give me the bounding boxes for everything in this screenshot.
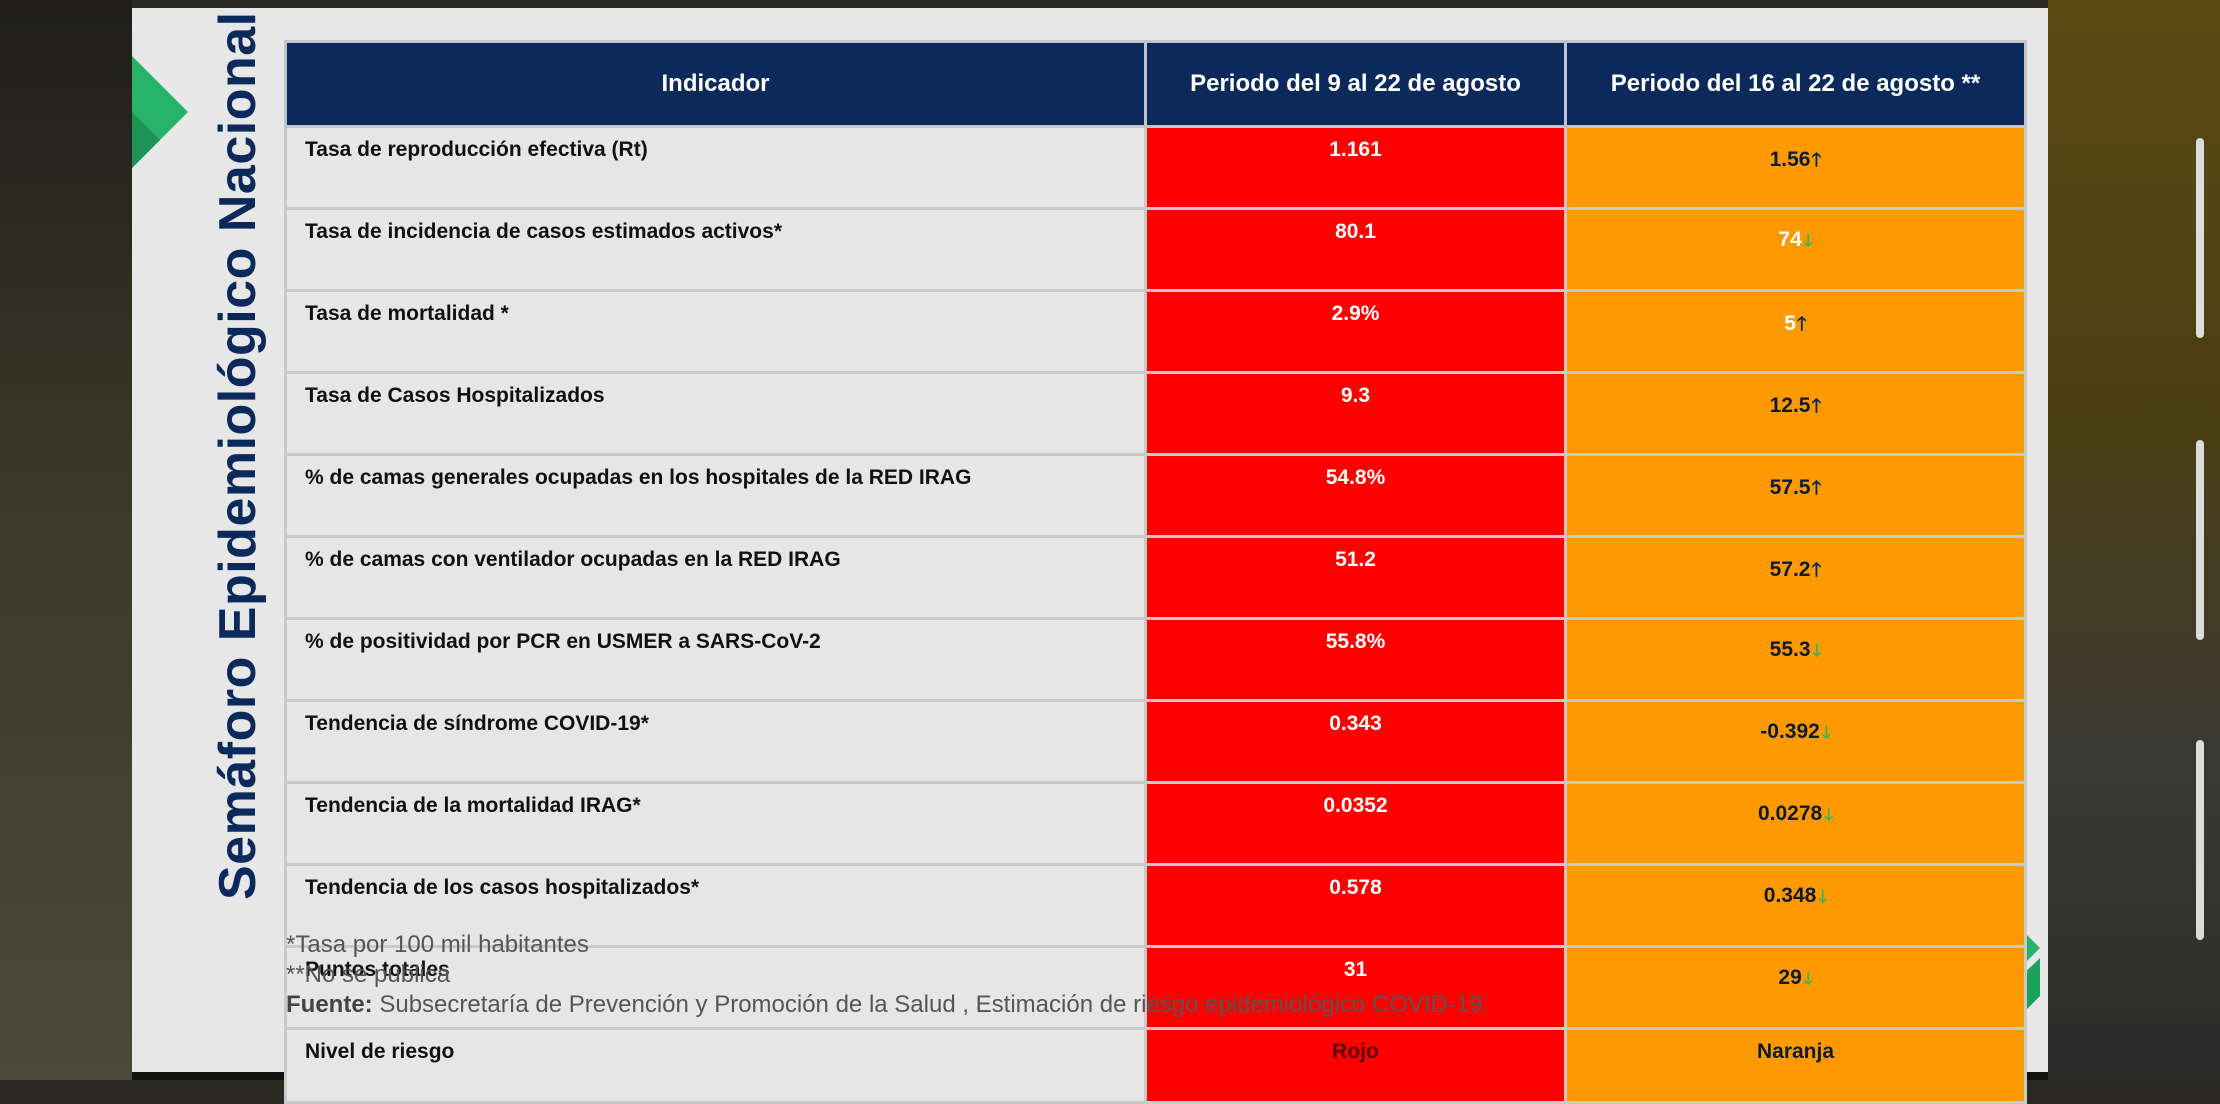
period-1-cell: 80.1: [1144, 207, 1567, 292]
table-row: Nivel de riesgo Rojo Naranja: [284, 1027, 2027, 1104]
period-2-value: -0.392: [1760, 720, 1820, 743]
header-indicator: Indicador: [284, 40, 1147, 128]
footnote-unpublished: **No se publica: [286, 961, 451, 988]
period-2-cell: 29 🡓: [1564, 945, 2027, 1030]
period-2-cell: Naranja: [1564, 1027, 2027, 1104]
period-1-cell: 0.343: [1144, 699, 1567, 784]
period-2-value: 12.5: [1769, 394, 1811, 417]
table-row: % de camas con ventilador ocupadas en la…: [284, 535, 2027, 620]
table-row: Puntos totales 31 29 🡓: [284, 945, 2027, 1030]
indicator-cell: Tendencia de la mortalidad IRAG*: [284, 781, 1147, 866]
period-1-cell: 2.9%: [1144, 289, 1567, 374]
arrow-down-icon: 🡓: [1803, 231, 1813, 250]
indicator-cell: Tendencia de síndrome COVID-19*: [284, 699, 1147, 784]
period-1-cell: Rojo: [1144, 1027, 1567, 1104]
period-2-cell: 57.2🡑: [1564, 535, 2027, 620]
indicator-cell: Tasa de mortalidad *: [284, 289, 1147, 374]
scroll-indicator: [2196, 138, 2204, 338]
table-row: % de positividad por PCR en USMER a SARS…: [284, 617, 2027, 702]
table-row: Tendencia de síndrome COVID-19* 0.343 -0.3…: [284, 699, 2027, 784]
period-2-value: 1.56: [1769, 148, 1811, 171]
indicator-cell: Tasa de incidencia de casos estimados ac…: [284, 207, 1147, 292]
indicator-cell: Puntos totales: [284, 945, 1147, 1030]
period-2-value: 29: [1778, 966, 1802, 989]
left-backdrop: [0, 0, 132, 1080]
table-row: Tasa de incidencia de casos estimados ac…: [284, 207, 2027, 292]
footnote-source: Fuente: Subsecretaría de Prevención y Pr…: [286, 990, 1489, 1020]
header-period-1: Periodo del 9 al 22 de agosto: [1144, 40, 1567, 128]
period-2-cell: 55.3 🡓: [1564, 617, 2027, 702]
period-2-value: 74: [1778, 228, 1802, 251]
period-1-cell: 0.0352: [1144, 781, 1567, 866]
period-1-cell: 31: [1144, 945, 1567, 1030]
period-2-value: Naranja: [1756, 1040, 1835, 1063]
arrow-down-icon: 🡓: [1824, 805, 1834, 824]
source-text: Subsecretaría de Prevención y Promoción …: [372, 991, 1490, 1018]
source-label: Fuente:: [286, 991, 373, 1018]
period-2-cell: -0.392 🡓: [1564, 699, 2027, 784]
arrow-up-icon: 🡑: [1811, 150, 1822, 171]
indicator-cell: % de positividad por PCR en USMER a SARS…: [284, 617, 1147, 702]
footnote-rate: *Tasa por 100 mil habitantes: [286, 931, 589, 958]
table-row: Tasa de Casos Hospitalizados 9.3 12.5🡑: [284, 371, 2027, 456]
period-1-cell: 0.578: [1144, 863, 1567, 948]
period-2-cell: 0.0278 🡓: [1564, 781, 2027, 866]
scroll-indicator: [2196, 440, 2204, 640]
table-row: Tasa de mortalidad * 2.9% 5🡑: [284, 289, 2027, 374]
period-2-cell: 0.348 🡓: [1564, 863, 2027, 948]
indicator-table: Indicador Periodo del 9 al 22 de agosto …: [284, 40, 2027, 1104]
footnotes: *Tasa por 100 mil habitantes **No se pub…: [286, 930, 1489, 1020]
period-2-value: 55.3: [1769, 638, 1811, 661]
indicator-cell: Tendencia de los casos hospitalizados*: [284, 863, 1147, 948]
slide-title: Semáforo Epidemiológico Nacional: [209, 11, 267, 900]
period-2-value: 0.348: [1763, 884, 1817, 907]
arrow-down-icon: 🡓: [1818, 887, 1828, 906]
arrow-down-icon: 🡓: [1821, 723, 1831, 742]
table-row: Tendencia de la mortalidad IRAG* 0.0352 0.…: [284, 781, 2027, 866]
arrow-up-icon: 🡑: [1811, 478, 1822, 499]
period-2-cell: 5🡑: [1564, 289, 2027, 374]
table-header-row: Indicador Periodo del 9 al 22 de agosto …: [284, 40, 2027, 128]
header-period-2: Periodo del 16 al 22 de agosto **: [1564, 40, 2027, 128]
right-backdrop: [2048, 0, 2220, 1080]
period-2-value: 57.5: [1769, 476, 1811, 499]
period-2-value: 57.2: [1769, 558, 1811, 581]
arrow-up-icon: 🡑: [1811, 560, 1822, 581]
period-2-cell: 57.5🡑: [1564, 453, 2027, 538]
period-1-cell: 1.161: [1144, 125, 1567, 210]
period-1-cell: 9.3: [1144, 371, 1567, 456]
indicator-cell: % de camas con ventilador ocupadas en la…: [284, 535, 1147, 620]
scroll-indicator: [2196, 740, 2204, 940]
arrow-up-icon: 🡑: [1796, 314, 1807, 335]
period-2-cell: 12.5🡑: [1564, 371, 2027, 456]
period-2-cell: 1.56🡑: [1564, 125, 2027, 210]
table-row: Tasa de reproducción efectiva (Rt) 1.161 1…: [284, 125, 2027, 210]
indicator-cell: Tasa de reproducción efectiva (Rt): [284, 125, 1147, 210]
period-2-value: 5: [1784, 312, 1796, 335]
indicator-cell: % de camas generales ocupadas en los hos…: [284, 453, 1147, 538]
arrow-down-icon: 🡓: [1812, 641, 1822, 660]
indicator-cell: Tasa de Casos Hospitalizados: [284, 371, 1147, 456]
period-2-value: 0.0278: [1757, 802, 1823, 825]
period-1-cell: 51.2: [1144, 535, 1567, 620]
arrow-up-icon: 🡑: [1811, 396, 1822, 417]
indicator-cell: Nivel de riesgo: [284, 1027, 1147, 1104]
period-2-cell: 74 🡓: [1564, 207, 2027, 292]
arrow-down-icon: 🡓: [1803, 969, 1813, 988]
table-row: Tendencia de los casos hospitalizados* 0.…: [284, 863, 2027, 948]
period-1-cell: 54.8%: [1144, 453, 1567, 538]
table-row: % de camas generales ocupadas en los hos…: [284, 453, 2027, 538]
chevron-decoration-icon: [132, 56, 188, 168]
period-1-cell: 55.8%: [1144, 617, 1567, 702]
